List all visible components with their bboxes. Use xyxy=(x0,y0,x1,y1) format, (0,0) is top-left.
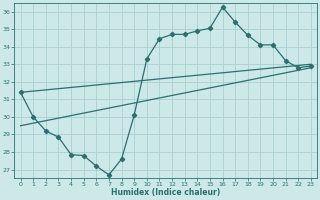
X-axis label: Humidex (Indice chaleur): Humidex (Indice chaleur) xyxy=(111,188,220,197)
